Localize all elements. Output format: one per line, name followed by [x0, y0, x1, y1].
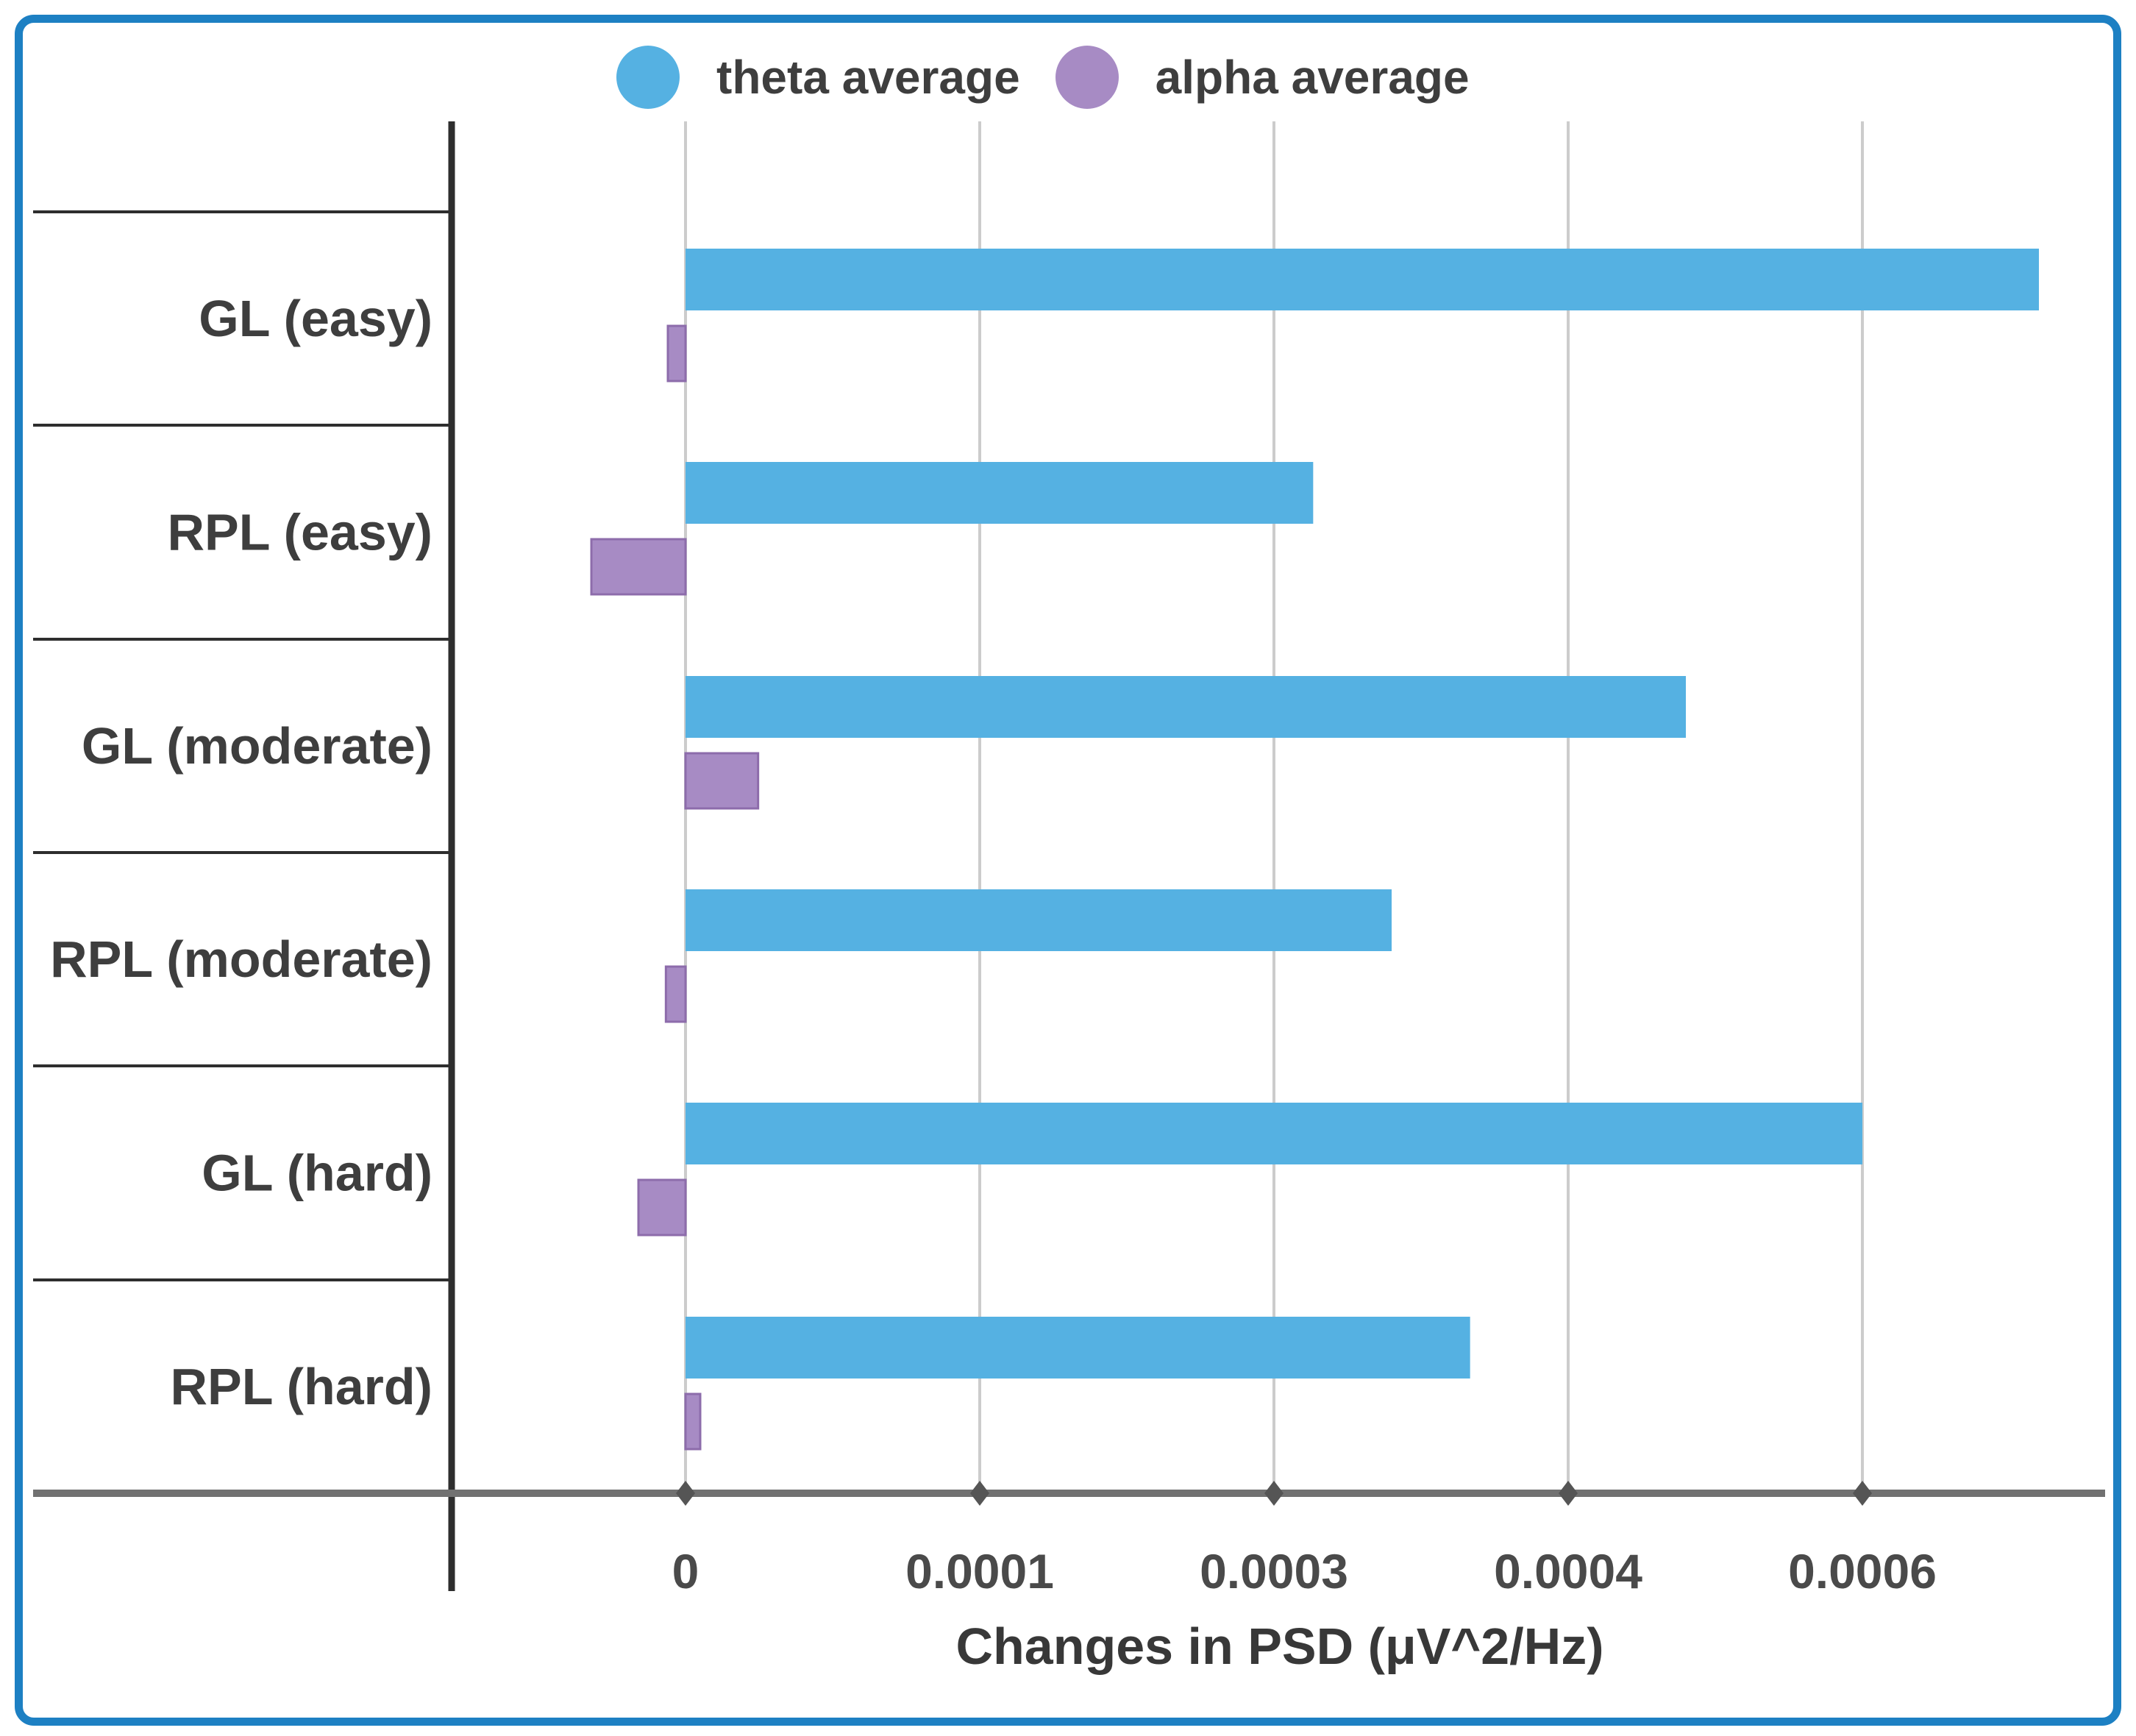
category-label-rpl-moderate: RPL (moderate) — [50, 931, 432, 988]
bar-theta-gl-easy — [686, 249, 2040, 310]
bar-theta-gl-moderate — [686, 676, 1686, 738]
bar-theta-gl-hard — [686, 1103, 1863, 1164]
bar-theta-rpl-easy — [686, 462, 1314, 524]
chart-legend: theta average alpha average — [616, 46, 1470, 109]
bar-alpha-gl-moderate — [684, 752, 760, 810]
x-axis-tick-marker — [1559, 1481, 1578, 1506]
bar-theta-rpl-hard — [686, 1317, 1470, 1379]
bar-theta-rpl-moderate — [686, 889, 1392, 951]
category-label-rpl-hard: RPL (hard) — [171, 1358, 433, 1415]
x-axis-tick-marker — [970, 1481, 989, 1506]
legend-label-alpha: alpha average — [1155, 51, 1470, 104]
category-label-gl-hard: GL (hard) — [202, 1144, 432, 1201]
legend-label-theta: theta average — [716, 51, 1020, 104]
x-tick-label: 0 — [672, 1544, 699, 1598]
bar-alpha-gl-easy — [666, 324, 687, 383]
x-tick-label: 0.0006 — [1788, 1544, 1937, 1598]
category-label-gl-moderate: GL (moderate) — [82, 717, 432, 775]
legend-item-alpha: alpha average — [1055, 46, 1470, 109]
bar-alpha-rpl-hard — [684, 1392, 702, 1451]
x-tick-label: 0.0003 — [1200, 1544, 1348, 1598]
theta-swatch-circle-icon — [616, 46, 680, 109]
bar-alpha-rpl-moderate — [664, 965, 687, 1023]
x-tick-label: 0.0004 — [1494, 1544, 1642, 1598]
category-label-rpl-easy: RPL (easy) — [167, 503, 432, 561]
bar-alpha-gl-hard — [637, 1178, 687, 1237]
x-tick-label: 0.0001 — [905, 1544, 1054, 1598]
x-axis-title: Changes in PSD (μV^2/Hz) — [955, 1618, 1603, 1675]
bar-alpha-rpl-easy — [590, 538, 687, 596]
x-axis-tick-marker — [1264, 1481, 1284, 1506]
alpha-swatch-circle-icon — [1055, 46, 1119, 109]
legend-item-theta: theta average — [616, 46, 1020, 109]
x-axis-tick-marker — [1853, 1481, 1873, 1506]
x-axis-tick-marker — [676, 1481, 695, 1506]
chart-border-frame — [15, 15, 2121, 1726]
category-label-gl-easy: GL (easy) — [199, 290, 432, 347]
